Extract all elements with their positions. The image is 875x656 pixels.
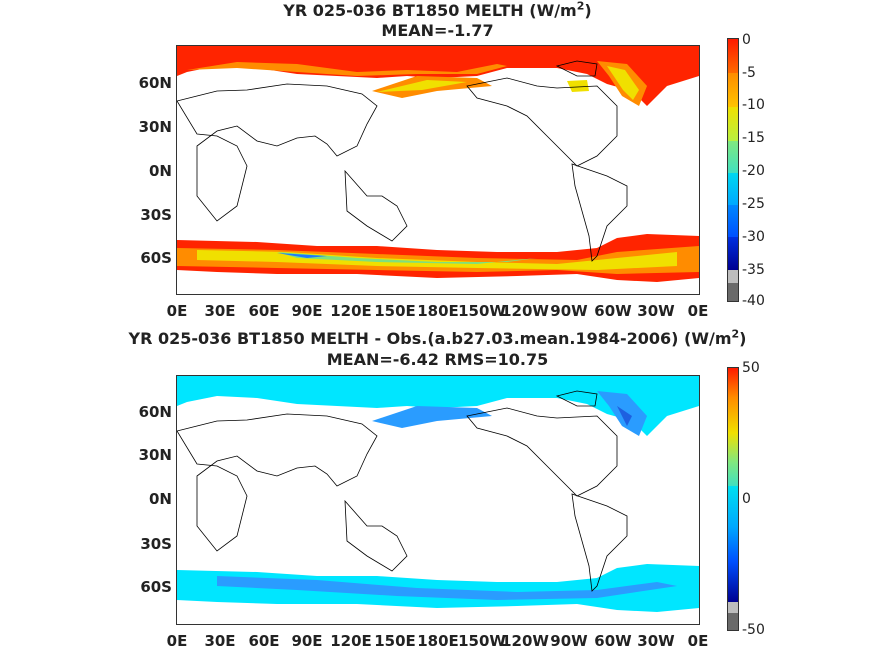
panel1-lon-label: 30W	[637, 302, 675, 320]
panel1-lon-label: 120E	[330, 302, 372, 320]
panel2-lon-label: 30E	[204, 632, 236, 650]
panel1-lon-label: 60E	[248, 302, 280, 320]
panel1-antarctic-green	[277, 252, 537, 264]
panel1-lon-label: 120W	[501, 302, 549, 320]
panel1-colorbar-label: 0	[742, 32, 751, 48]
panel1-lat-label: 60S	[140, 249, 172, 267]
panel2-labrador-dark	[617, 406, 632, 426]
panel1-lat-label: 0N	[149, 162, 172, 180]
panel2-lon-label: 150E	[374, 632, 416, 650]
panel1-colorbar-label: -20	[742, 163, 765, 179]
panel1-colorbar-label: -35	[742, 262, 765, 278]
panel2-lon-label: 30W	[637, 632, 675, 650]
panel1-labrador-yellow	[607, 66, 639, 100]
panel2-lon-label: 120E	[330, 632, 372, 650]
panel1-lat-label: 30S	[140, 206, 172, 224]
panel1-hudson-ice	[567, 80, 589, 92]
panel2-lat-label: 30N	[138, 446, 172, 464]
panel1-colorbar-label: -30	[742, 229, 765, 245]
panel2-lon-label: 180E	[417, 632, 459, 650]
panel1-map	[176, 45, 700, 295]
panel2-lat-label: 60S	[140, 578, 172, 596]
panel2-colorbar	[727, 367, 739, 631]
panel2-lon-label: 150W	[458, 632, 506, 650]
panel1-colorbar-label: -15	[742, 130, 765, 146]
panel1-colorbar-label: -25	[742, 196, 765, 212]
panel2-map-canvas	[177, 376, 699, 612]
panel1-colorbar-label: -10	[742, 97, 765, 113]
panel2-okhotsk-diff	[372, 406, 492, 428]
panel1-subtitle: MEAN=-1.77	[381, 21, 494, 40]
panel2-lon-label: 60W	[594, 632, 632, 650]
panel1-map-canvas	[177, 46, 699, 282]
panel1-lon-label: 150E	[374, 302, 416, 320]
panel2-colorbar-label: -50	[742, 622, 765, 638]
panel1-coastlines	[177, 60, 628, 262]
panel2-colorbar-label: 50	[742, 360, 760, 376]
panel2-lon-label: 0E	[166, 632, 188, 650]
panel1-lon-label: 30E	[204, 302, 236, 320]
panel1-lon-label: 90W	[550, 302, 588, 320]
panel1-lon-label: 90E	[291, 302, 323, 320]
panel1-lat-label: 30N	[138, 118, 172, 136]
panel1-lat-label: 60N	[138, 74, 172, 92]
panel1-lon-label: 0E	[166, 302, 188, 320]
panel2-lon-label: 90E	[291, 632, 323, 650]
panel1-antarctic-blue	[277, 253, 327, 258]
panel1-colorbar	[727, 38, 739, 302]
panel2-antarctic-diff	[177, 564, 699, 612]
panel1-okhotsk-yellow	[377, 80, 467, 92]
panel2-antarctic-blue	[217, 576, 677, 600]
panel1-lon-label: 180E	[417, 302, 459, 320]
panel1-lon-label: 0E	[687, 302, 709, 320]
panel1-lon-label: 150W	[458, 302, 506, 320]
panel1-lon-label: 60W	[594, 302, 632, 320]
panel1-title: YR 025-036 BT1850 MELTH (W/m2)	[283, 0, 592, 20]
panel2-lon-label: 90W	[550, 632, 588, 650]
panel2-lat-label: 30S	[140, 535, 172, 553]
panel1-colorbar-label: -5	[742, 65, 756, 81]
panel2-map	[176, 375, 700, 625]
panel2-subtitle: MEAN=-6.42 RMS=10.75	[326, 350, 549, 369]
panel1-colorbar-label: -40	[742, 293, 765, 309]
panel1-arctic-ice	[177, 46, 699, 106]
panel2-title: YR 025-036 BT1850 MELTH - Obs.(a.b27.03.…	[128, 327, 747, 348]
panel1-arctic-ice-orange	[187, 62, 507, 76]
panel2-lat-label: 60N	[138, 403, 172, 421]
panel2-lon-label: 0E	[687, 632, 709, 650]
panel2-lat-label: 0N	[149, 490, 172, 508]
panel2-lon-label: 120W	[501, 632, 549, 650]
panel2-lon-label: 60E	[248, 632, 280, 650]
panel2-coastlines	[177, 390, 628, 592]
panel2-arctic-diff	[177, 376, 699, 436]
panel2-colorbar-label: 0	[742, 491, 751, 507]
